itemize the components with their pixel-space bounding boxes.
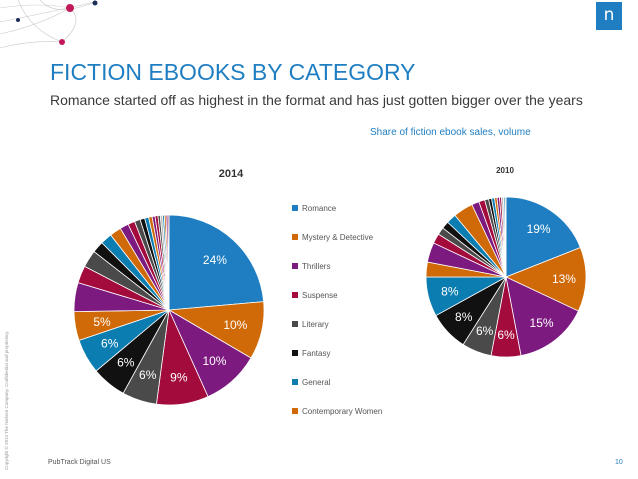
legend-label-5: Fantasy (302, 349, 330, 358)
pie-2014-slice-0 (168, 214, 265, 311)
pie-2014-data-label-4: 6% (139, 368, 157, 382)
legend-label-6: General (302, 378, 331, 387)
legend-swatch-2 (292, 263, 298, 269)
decorative-dot-navy (92, 0, 98, 6)
legend-label-7: Contemporary Women (302, 407, 382, 416)
source-note: PubTrack Digital US (48, 459, 111, 466)
legend-label-3: Suspense (302, 291, 338, 300)
pie-2010-data-label-3: 6% (497, 328, 515, 342)
pie-2010-slice-1 (504, 247, 587, 312)
pie-2014-slice-27 (167, 214, 170, 311)
legend-label-0: Romance (302, 204, 337, 213)
pie-2010-data-label-4: 6% (476, 324, 494, 338)
legend-label-1: Mystery & Detective (302, 233, 374, 242)
legend-swatch-5 (292, 350, 298, 356)
pie-chart-2010: 19%13%15%6%6%8%8% (425, 196, 587, 358)
legend-swatch-7 (292, 408, 298, 414)
legend-swatch-3 (292, 292, 298, 298)
pie-2010-data-label-6: 8% (441, 285, 459, 299)
decorative-corner-graphic (0, 0, 98, 49)
pie-2010-slice-0 (505, 196, 581, 278)
legend-swatch-4 (292, 321, 298, 327)
pie-2014-data-label-6: 6% (101, 336, 119, 350)
pie-title-2010: 2010 (496, 166, 514, 175)
pie-2010-slice-24 (504, 196, 507, 278)
pie-2010-data-label-2: 15% (530, 316, 554, 330)
legend-label-2: Thrillers (302, 262, 330, 271)
pie-2014-data-label-3: 9% (170, 370, 188, 384)
pie-2010-slice-2 (505, 276, 579, 357)
pie-2014-data-label-2: 10% (202, 354, 226, 368)
legend-swatch-0 (292, 205, 298, 211)
page-title: FICTION EBOOKS BY CATEGORY (50, 59, 416, 85)
pie-2014-data-label-5: 6% (117, 356, 135, 370)
chart-legend: Romance Mystery & Detective Thrillers Suspe… (292, 204, 382, 416)
legend-swatch-6 (292, 379, 298, 385)
pie-2014-data-label-7: 5% (93, 315, 111, 329)
pie-title-2014: 2014 (219, 168, 244, 180)
pie-chart-2014: 24% 10% 10% 9% 6% 6% 6% 5% (73, 214, 265, 406)
decorative-dot-navy-small (16, 18, 20, 22)
decorative-dot-magenta (66, 4, 74, 12)
nielsen-logo: n (596, 2, 622, 30)
pie-2010-data-label-0: 19% (527, 222, 551, 236)
page-number: 10 (615, 459, 623, 466)
legend-label-4: Literary (302, 320, 329, 329)
pie-2010-data-label-5: 8% (455, 310, 473, 324)
chart-caption: Share of fiction ebook sales, volume (370, 127, 531, 138)
decorative-dot-magenta-small (59, 39, 65, 45)
page-subtitle: Romance started off as highest in the fo… (50, 92, 583, 108)
pie-2014-data-label-1: 10% (223, 318, 247, 332)
pie-2010-data-label-1: 13% (552, 272, 576, 286)
pie-2014-data-label-0: 24% (203, 253, 227, 267)
legend-swatch-1 (292, 234, 298, 240)
